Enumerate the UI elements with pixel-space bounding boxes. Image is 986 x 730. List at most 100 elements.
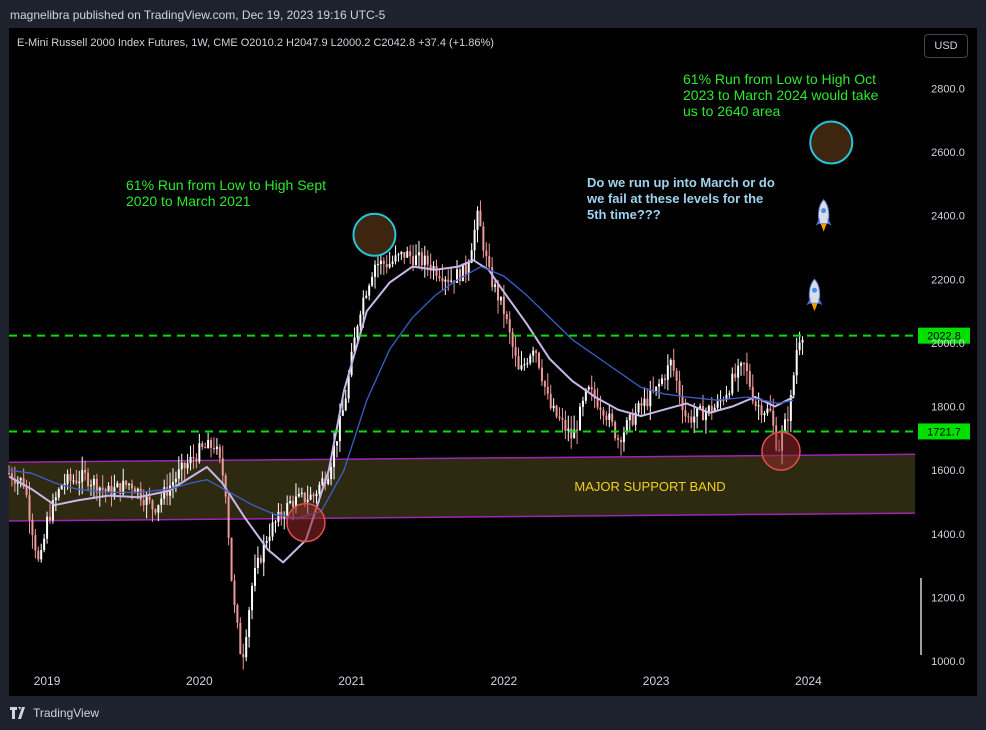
candle-body-141	[420, 252, 423, 266]
candle-body-101	[303, 492, 306, 503]
candle-body-172	[511, 332, 514, 347]
price-level-tag-1	[918, 423, 970, 440]
candle-body-111	[333, 445, 336, 467]
candle-body-80	[242, 653, 245, 658]
candle-body-50	[154, 509, 157, 513]
candle-body-133	[397, 254, 400, 256]
annotation-1-line-2: us to 2640 area	[683, 103, 781, 119]
target-circle-0	[352, 212, 397, 257]
candle-body-139	[415, 255, 418, 265]
candle-body-59	[180, 462, 183, 470]
tradingview-logo[interactable]: TradingView	[10, 706, 99, 720]
candle-body-72	[218, 446, 221, 459]
candle-body-252	[745, 363, 748, 372]
candle-body-51	[157, 504, 160, 513]
y-tick-label-9: 2800.0	[931, 83, 965, 95]
candle-body-170	[505, 314, 508, 320]
candle-body-194	[576, 429, 579, 431]
candle-body-118	[353, 337, 356, 352]
candle-body-209	[620, 439, 623, 443]
candle-body-185	[549, 393, 552, 409]
candle-body-109	[327, 479, 330, 484]
candle-body-146	[435, 266, 438, 277]
candle-body-222	[658, 383, 661, 387]
x-axis: 2019 2020 2021 2022 2023 2024	[34, 674, 822, 688]
rocket-fins	[806, 297, 823, 306]
candle-body-132	[394, 255, 397, 262]
moving-average-line-0	[8, 259, 794, 564]
candle-body-187	[555, 405, 558, 417]
annotation-2-line-0: Do we run up into March or do	[587, 175, 775, 190]
candle-body-87	[262, 543, 265, 563]
candle-body-234	[693, 416, 696, 423]
candle-body-165	[491, 266, 494, 287]
candle-body-45	[139, 488, 142, 501]
candle-body-89	[268, 536, 271, 542]
candle-body-251	[742, 363, 745, 365]
candle-body-270	[798, 342, 801, 351]
candle-body-131	[391, 261, 394, 265]
candle-body-71	[215, 446, 218, 450]
candle-body-201	[596, 398, 599, 408]
candle-body-100	[300, 492, 303, 494]
candle-body-198	[587, 387, 590, 390]
price-level-label-1: 1721.7	[927, 426, 961, 438]
candle-body-140	[417, 252, 420, 256]
candle-body-156	[464, 263, 467, 275]
candle-body-64	[195, 458, 198, 462]
candle-body-181	[538, 352, 541, 368]
rocket-window	[821, 208, 827, 214]
y-tick-label-8: 2600.0	[931, 147, 965, 159]
candle-body-2	[13, 479, 16, 484]
candle-body-161	[479, 210, 482, 227]
annotation-0-line-1: 2020 to March 2021	[126, 193, 251, 209]
rocket-fins	[815, 217, 832, 226]
candle-body-103	[309, 494, 312, 500]
candle-body-83	[251, 585, 254, 611]
candle-body-151	[450, 280, 453, 282]
candle-body-178	[529, 355, 532, 364]
candle-body-257	[760, 405, 763, 416]
candle-body-243	[719, 399, 722, 402]
y-tick-label-6: 2200.0	[931, 274, 965, 286]
candle-body-184	[546, 386, 549, 394]
candle-body-70	[212, 447, 215, 450]
candle-body-169	[502, 296, 505, 315]
currency-button[interactable]: USD	[924, 34, 968, 58]
candle-body-94	[283, 516, 286, 518]
annotation-1-line-0: 61% Run from Low to High Oct	[683, 71, 876, 87]
low-circle-3	[761, 431, 801, 471]
annotation-2: Do we run up into March or do we fail at …	[586, 175, 775, 222]
candle-body-240	[710, 405, 713, 413]
candle-body-88	[265, 541, 268, 544]
candle-body-58	[177, 469, 180, 479]
candle-body-20	[66, 474, 69, 484]
x-tick-label-3: 2022	[491, 674, 518, 688]
candle-body-22	[72, 480, 75, 482]
candle-body-182	[540, 367, 543, 382]
candle-body-166	[494, 284, 497, 287]
candle-body-4	[19, 478, 22, 481]
candle-body-123	[368, 285, 371, 296]
candle-body-113	[338, 415, 341, 442]
price-levels-layer: 2022.8 1721.7	[9, 327, 970, 440]
candle-body-46	[142, 500, 145, 506]
annotations-layer: 61% Run from Low to High Sept 2020 to Mar…	[126, 71, 879, 222]
candle-body-256	[757, 405, 760, 407]
candle-body-14	[48, 516, 51, 521]
candle-body-78	[236, 604, 239, 623]
candle-body-253	[748, 371, 751, 387]
candle-body-135	[403, 251, 406, 258]
candle-body-216	[640, 403, 643, 406]
candle-body-261	[772, 410, 775, 426]
y-tick-label-7: 2400.0	[931, 211, 965, 223]
candle-body-203	[602, 409, 605, 416]
candle-body-268	[792, 375, 795, 396]
candle-body-174	[517, 356, 520, 370]
candle-body-136	[406, 251, 409, 258]
candle-body-43	[133, 488, 136, 494]
candle-body-86	[259, 557, 262, 563]
candle-body-157	[467, 262, 470, 275]
candle-body-29	[92, 478, 95, 486]
